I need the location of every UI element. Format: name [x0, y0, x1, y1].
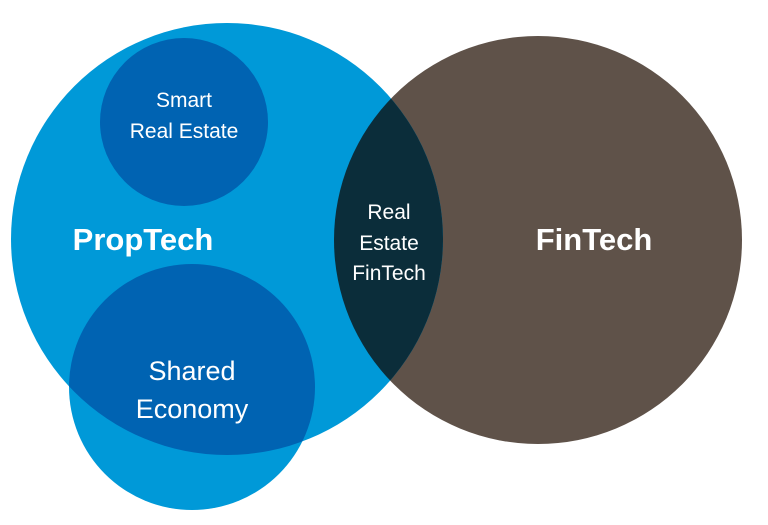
shared-economy-label-line-1: Shared: [148, 356, 235, 386]
fintech-label: FinTech: [536, 222, 653, 257]
real-estate-fintech-label-line-2: Estate: [359, 232, 419, 255]
shared-economy-label-line-2: Economy: [136, 394, 249, 424]
smart-real-estate-label-line-2: Real Estate: [130, 120, 239, 143]
fintech-circle: [334, 36, 742, 444]
proptech-label: PropTech: [73, 222, 214, 257]
smart-real-estate-circle: [100, 38, 268, 206]
smart-real-estate-label-line-1: Smart: [156, 89, 212, 112]
real-estate-fintech-label-line-1: Real: [367, 201, 410, 224]
real-estate-fintech-label-line-3: FinTech: [352, 262, 426, 285]
